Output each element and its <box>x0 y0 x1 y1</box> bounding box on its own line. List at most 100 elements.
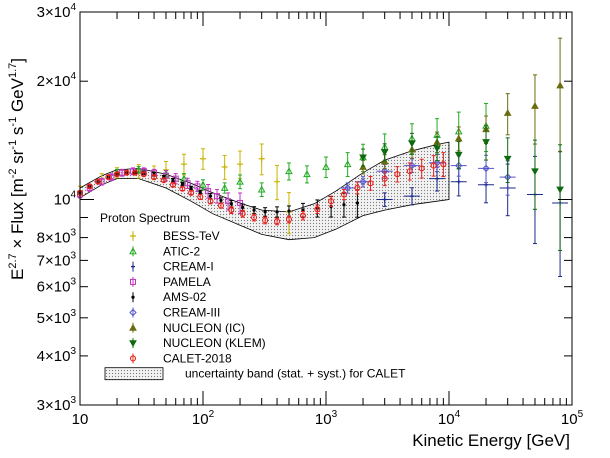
point-marker <box>131 264 135 269</box>
data-point <box>531 74 539 145</box>
legend-label: NUCLEON (KLEM) <box>163 336 266 350</box>
y-tick-label: 3×103 <box>37 395 77 414</box>
point-marker <box>179 185 186 192</box>
data-point <box>300 202 305 218</box>
point-marker <box>556 81 564 89</box>
point-marker <box>433 145 441 153</box>
data-point <box>205 183 212 199</box>
legend-entry: NUCLEON (KLEM) <box>129 336 266 350</box>
point-marker <box>239 210 246 217</box>
point-marker <box>285 167 293 175</box>
point-marker <box>503 108 512 116</box>
data-point <box>94 178 102 185</box>
point-marker <box>180 174 188 182</box>
data-point <box>217 202 225 209</box>
point-marker <box>301 208 305 212</box>
data-point <box>131 169 139 176</box>
x-tick-label: 103 <box>315 409 338 428</box>
point-marker <box>219 198 223 202</box>
data-point <box>340 188 348 201</box>
point-marker <box>194 183 201 190</box>
data-point <box>433 136 441 162</box>
point-marker <box>418 165 425 172</box>
data-point <box>160 177 167 184</box>
legend-label: BESS-TeV <box>163 229 220 243</box>
data-point <box>220 182 229 194</box>
axis-ticks <box>79 11 572 406</box>
legend-entry: CREAM-I <box>131 260 214 274</box>
point-marker <box>198 190 202 194</box>
point-marker <box>359 154 367 162</box>
point-marker <box>214 193 221 200</box>
point-marker <box>285 216 293 223</box>
legend-entry: ATIC-2 <box>129 244 200 258</box>
data-point <box>376 192 393 207</box>
point-marker <box>220 183 229 191</box>
point-marker <box>129 355 137 362</box>
data-point <box>179 185 186 192</box>
point-marker <box>263 210 267 214</box>
legend-label: CREAM-I <box>163 260 214 274</box>
data-point <box>252 206 257 215</box>
data-point <box>86 183 93 190</box>
data-point <box>299 210 307 221</box>
point-marker <box>123 169 130 176</box>
point-marker <box>228 207 235 214</box>
point-marker <box>454 134 463 142</box>
data-point <box>418 158 425 179</box>
legend-entry: PAMELA <box>130 275 211 289</box>
point-marker <box>314 206 321 213</box>
legend-label: NUCLEON (IC) <box>163 321 245 335</box>
data-point <box>328 195 335 207</box>
point-marker <box>531 101 539 109</box>
point-marker <box>151 174 158 181</box>
point-marker <box>237 199 244 206</box>
y-tick-label: 5×103 <box>37 308 77 327</box>
data-point <box>285 162 293 181</box>
data-point <box>274 164 281 201</box>
data-point <box>134 165 143 174</box>
point-marker <box>205 188 212 195</box>
point-marker <box>184 180 191 187</box>
data-point <box>198 189 203 195</box>
data-point <box>240 203 245 212</box>
data-point <box>237 150 244 179</box>
point-marker <box>381 175 388 182</box>
data-point <box>228 206 235 215</box>
point-marker <box>180 182 184 186</box>
data-point <box>322 156 330 179</box>
series-layer <box>76 37 569 277</box>
point-marker <box>484 182 489 187</box>
point-marker <box>131 295 135 299</box>
point-marker <box>409 194 414 199</box>
y-tick-label: 104 <box>54 190 77 209</box>
point-marker <box>343 160 352 168</box>
point-marker <box>130 278 136 285</box>
point-marker <box>207 198 214 205</box>
point-marker <box>241 205 245 209</box>
point-marker <box>113 171 121 178</box>
point-marker <box>287 209 291 213</box>
data-point <box>275 206 280 218</box>
data-point <box>408 132 416 155</box>
data-point <box>380 143 389 162</box>
point-marker <box>129 308 137 317</box>
point-marker <box>229 202 233 206</box>
point-marker <box>342 203 346 207</box>
point-marker <box>380 149 389 157</box>
point-marker <box>200 155 206 162</box>
legend-label: CALET-2018 <box>163 351 232 365</box>
tick-labels: 10 102 103 104 105 3×103 4×103 5×103 6×103 7×103 8… <box>37 2 584 428</box>
point-marker <box>171 178 175 182</box>
data-point <box>274 217 281 226</box>
data-point <box>343 152 352 178</box>
data-point <box>285 215 293 224</box>
point-marker <box>257 185 266 193</box>
data-point <box>250 213 258 222</box>
point-marker <box>430 162 437 169</box>
series-nucleon-klem <box>359 125 564 251</box>
legend-label: AMS-02 <box>163 290 207 304</box>
point-marker <box>217 202 225 209</box>
